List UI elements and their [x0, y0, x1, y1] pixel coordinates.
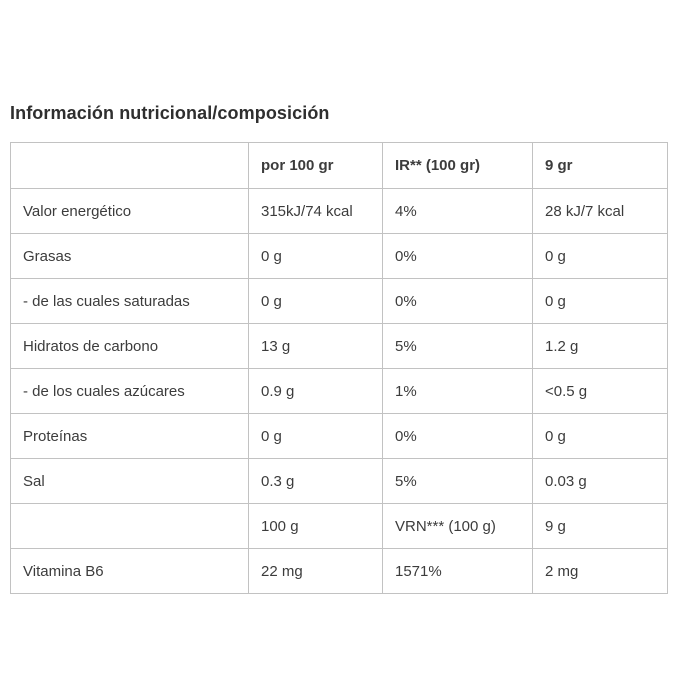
- table-row: - de los cuales azúcares 0.9 g 1% <0.5 g: [10, 368, 668, 414]
- table-row: Hidratos de carbono 13 g 5% 1.2 g: [10, 323, 668, 369]
- value-per100: 0 g: [248, 278, 383, 324]
- header-cell-per100: por 100 gr: [248, 142, 383, 189]
- row-label: [10, 503, 249, 549]
- value-per9: 28 kJ/7 kcal: [532, 188, 668, 234]
- value-ir: 5%: [382, 323, 533, 369]
- table-row: Vitamina B6 22 mg 1571% 2 mg: [10, 548, 668, 594]
- page-title: Información nutricional/composición: [10, 103, 330, 123]
- nutrition-section: Información nutricional/composición por …: [10, 103, 668, 594]
- table-row: Grasas 0 g 0% 0 g: [10, 233, 668, 279]
- value-per100: 100 g: [248, 503, 383, 549]
- value-per100: 0.9 g: [248, 368, 383, 414]
- value-ir: 0%: [382, 233, 533, 279]
- value-per9: 0.03 g: [532, 458, 668, 504]
- row-label: Grasas: [10, 233, 249, 279]
- value-per100: 315kJ/74 kcal: [248, 188, 383, 234]
- row-label: Proteínas: [10, 413, 249, 459]
- value-per100: 13 g: [248, 323, 383, 369]
- value-per9: 0 g: [532, 278, 668, 324]
- value-per100: 0.3 g: [248, 458, 383, 504]
- row-label: Sal: [10, 458, 249, 504]
- value-per9: 2 mg: [532, 548, 668, 594]
- value-per9: 1.2 g: [532, 323, 668, 369]
- value-per100: 0 g: [248, 413, 383, 459]
- header-cell-ir: IR** (100 gr): [382, 142, 533, 189]
- header-cell-empty: [10, 142, 249, 189]
- table-row: - de las cuales saturadas 0 g 0% 0 g: [10, 278, 668, 324]
- row-label: - de las cuales saturadas: [10, 278, 249, 324]
- value-per9: <0.5 g: [532, 368, 668, 414]
- value-ir: VRN*** (100 g): [382, 503, 533, 549]
- value-per100: 0 g: [248, 233, 383, 279]
- value-per9: 9 g: [532, 503, 668, 549]
- value-ir: 0%: [382, 278, 533, 324]
- header-cell-per9: 9 gr: [532, 142, 668, 189]
- row-label: Hidratos de carbono: [10, 323, 249, 369]
- row-label: Vitamina B6: [10, 548, 249, 594]
- value-per100: 22 mg: [248, 548, 383, 594]
- table-row: 100 g VRN*** (100 g) 9 g: [10, 503, 668, 549]
- value-ir: 5%: [382, 458, 533, 504]
- value-ir: 1%: [382, 368, 533, 414]
- header-row: por 100 gr IR** (100 gr) 9 gr: [10, 142, 668, 189]
- value-ir: 0%: [382, 413, 533, 459]
- value-per9: 0 g: [532, 233, 668, 279]
- row-label: - de los cuales azúcares: [10, 368, 249, 414]
- value-per9: 0 g: [532, 413, 668, 459]
- table-row: Valor energético 315kJ/74 kcal 4% 28 kJ/…: [10, 188, 668, 234]
- value-ir: 4%: [382, 188, 533, 234]
- table-row: Proteínas 0 g 0% 0 g: [10, 413, 668, 459]
- value-ir: 1571%: [382, 548, 533, 594]
- row-label: Valor energético: [10, 188, 249, 234]
- nutrition-table: por 100 gr IR** (100 gr) 9 gr Valor ener…: [10, 142, 668, 594]
- table-row: Sal 0.3 g 5% 0.03 g: [10, 458, 668, 504]
